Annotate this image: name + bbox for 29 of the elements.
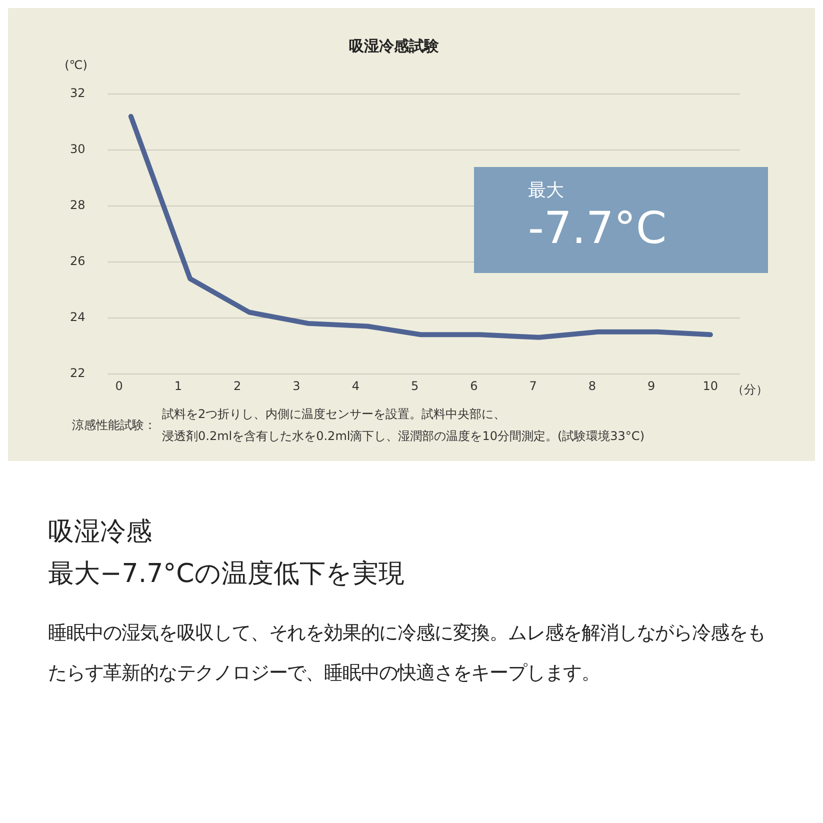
x-tick-label: 7 [529,379,537,394]
y-tick-label: 26 [70,254,86,268]
text: 涼感性能試験： [72,417,156,434]
annotation: -7.7°C [528,203,668,255]
x-axis-title: （分） [732,382,768,396]
chart-title: 吸湿冷感試験 [349,36,440,55]
y-tick-label: 32 [70,86,86,100]
x-tick-label: 2 [234,379,242,394]
y-tick-label: 28 [70,198,86,212]
x-tick-label: 8 [588,379,596,394]
y-tick-label: 30 [70,142,86,156]
x-tick-label: 4 [352,379,360,394]
text: 試料を2つ折りし、内側に温度センサーを設置。試料中央部に、 [162,406,507,423]
callout-panel: 最大 -7.7°C [474,167,768,273]
text: 浸透剤0.2mlを含有した水を0.2ml滴下し、湿潤部の温度を10分間測定。(試験環境33°C) [162,428,644,445]
x-tick-label: 9 [647,379,656,394]
x-tick-label: 10 [702,379,718,394]
text: 吸湿冷感 [48,516,153,549]
text: 睡眠中の湿気を吸収して、それを効果的に冷感に変換。ムレ感を解消しながら冷感をもたらす革新的なテクノロジーで、睡眠中の快適さをキープします。 [48,621,767,686]
x-tick-label: 1 [174,379,182,394]
x-tick-label: 3 [292,379,300,394]
x-tick-label: 0 [115,379,123,394]
y-tick-label: 24 [70,310,86,324]
text: 最大−7.7°Cの温度低下を実現 [48,558,406,591]
y-axis-title: (℃) [64,58,88,72]
x-tick-label: 5 [410,379,419,394]
annotation: 最大 [528,179,565,203]
x-tick-label: 6 [470,379,478,394]
y-tick-label: 22 [70,366,86,380]
